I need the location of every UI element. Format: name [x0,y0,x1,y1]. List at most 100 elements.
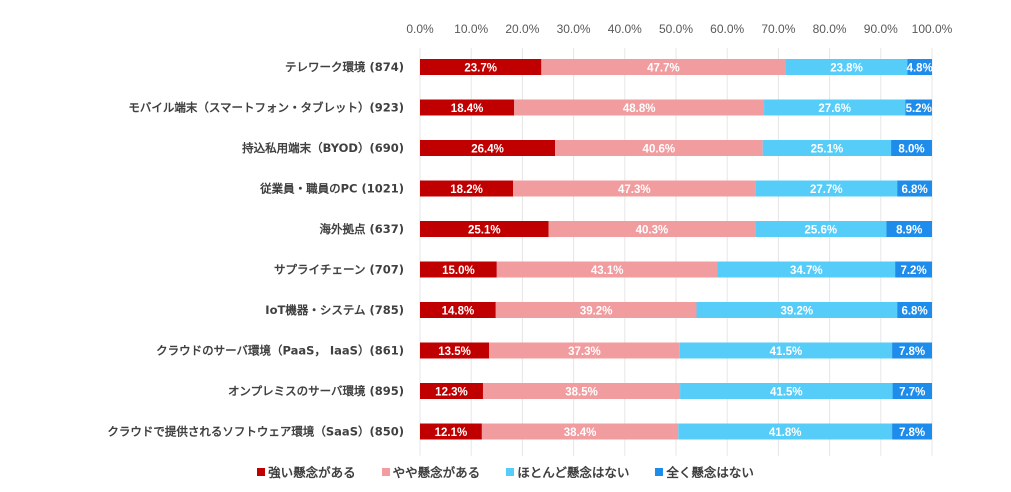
bar-segment [420,302,496,318]
category-label: IoT機器・システム (785) [265,303,404,317]
legend-swatch [506,467,515,476]
x-tick-label: 100.0% [912,22,953,36]
category-label: テレワーク環境 (874) [285,60,404,74]
bar-segment [762,140,892,156]
data-label: 41.5% [770,387,803,399]
data-label: 7.2% [900,265,926,277]
category-label: クラウドで提供されるソフトウェア環境（SaaS）(850) [107,425,404,439]
category-label: サプライチェーン (707) [274,263,404,277]
bar-segment [420,180,514,197]
data-label: 8.0% [898,144,924,156]
legend-label: やや懸念がある [392,465,481,480]
bar-segment [514,99,765,116]
data-label: 13.5% [438,346,471,358]
category-label: 海外拠点 (637) [319,222,404,236]
bar-segment [496,261,718,278]
bar-segment [420,221,549,237]
bar-segment [892,383,932,399]
data-label: 27.6% [818,103,851,115]
x-axis-ticks: 0.0% 10.0% 20.0% 30.0% 40.0% 50.0% 60.0% 70.0% 8… [406,22,952,36]
bar-segment [897,302,932,318]
category-label: クラウドのサーバ環境（PaaS， IaaS）(861) [156,344,404,358]
bar-segment [785,59,908,75]
data-label: 23.8% [830,63,863,75]
bar-segment [897,180,932,197]
legend-item: 強い懸念がある [257,462,356,481]
bar-segment [891,140,932,156]
bar-segment [555,140,763,156]
data-label: 23.7% [464,63,497,75]
data-label: 18.4% [451,103,484,115]
legend-swatch [381,467,390,476]
bar-segment [489,342,680,359]
bar-segment [892,423,932,440]
bar-segment [755,180,898,197]
bar-segment [482,383,681,399]
bar-segment [680,383,893,399]
bar-segment [420,59,542,75]
bar-segment [905,99,932,116]
bar-segment [420,99,515,116]
bar-segment [420,383,483,399]
x-tick-label: 90.0% [864,22,898,36]
data-label: 41.8% [769,427,802,439]
data-label: 12.3% [435,387,468,399]
category-label: オンプレミスのサーバ環境 (895) [228,384,404,398]
x-tick-label: 30.0% [557,22,591,36]
data-label: 37.3% [568,346,601,358]
data-label: 14.8% [442,306,475,318]
bar-segment [481,423,679,440]
bar-segment [420,342,490,359]
data-label: 47.3% [618,184,651,196]
x-tick-label: 10.0% [454,22,488,36]
category-labels: テレワーク環境 (874) モバイル端末（スマートフォン・タブレット）(923) 持… [107,60,404,439]
data-label: 25.6% [804,225,837,237]
data-label: 7.8% [899,346,925,358]
x-tick-label: 40.0% [608,22,642,36]
bar-segment [892,342,932,359]
data-label: 40.3% [636,225,669,237]
data-label: 41.5% [770,346,803,358]
stacked-bar-chart: 0.0% 10.0% 20.0% 30.0% 40.0% 50.0% 60.0% 70.0% 8… [107,22,953,456]
legend-label: ほとんど懸念はない [517,465,630,480]
category-label: 従業員・職員のPC (1021) [259,182,404,196]
bars [420,59,932,440]
data-label: 40.6% [643,144,676,156]
bar-segment [420,423,482,440]
bar-segment [495,302,697,318]
bar-segment [420,261,497,278]
legend-swatch [655,467,664,476]
data-label: 27.7% [810,184,843,196]
data-label: 5.2% [906,103,932,115]
data-label: 25.1% [468,225,501,237]
x-tick-label: 0.0% [406,22,434,36]
legend-item: やや懸念がある [381,462,481,481]
data-label: 25.1% [811,144,844,156]
data-label: 39.2% [781,306,814,318]
data-label: 7.7% [899,387,925,399]
x-tick-label: 70.0% [761,22,795,36]
data-label: 38.4% [564,427,597,439]
bar-segment [895,261,932,278]
category-label: 持込私用端末（BYOD）(690) [242,141,404,155]
x-tick-label: 20.0% [505,22,539,36]
x-tick-label: 60.0% [710,22,744,36]
bar-segment [755,221,887,237]
bar-segment [420,140,556,156]
data-label: 6.8% [901,184,927,196]
data-label: 26.4% [471,144,504,156]
bar-segment [678,423,893,440]
category-label: モバイル端末（スマートフォン・タブレット）(923) [128,101,404,115]
legend-label: 全く懸念はない [666,465,754,480]
data-label: 47.7% [647,63,680,75]
bar-segment [764,99,906,116]
bar-segment [907,59,932,75]
bar-segment [696,302,898,318]
x-tick-label: 80.0% [813,22,847,36]
bar-segment [886,221,932,237]
data-label: 43.1% [591,265,624,277]
data-label: 38.5% [565,387,598,399]
x-tick-label: 50.0% [659,22,693,36]
data-label: 7.8% [899,427,925,439]
data-labels: 23.7% 47.7% 23.8% 4.8% 18.4% 48.8% 27.6% 5.2% 26… [435,63,933,440]
